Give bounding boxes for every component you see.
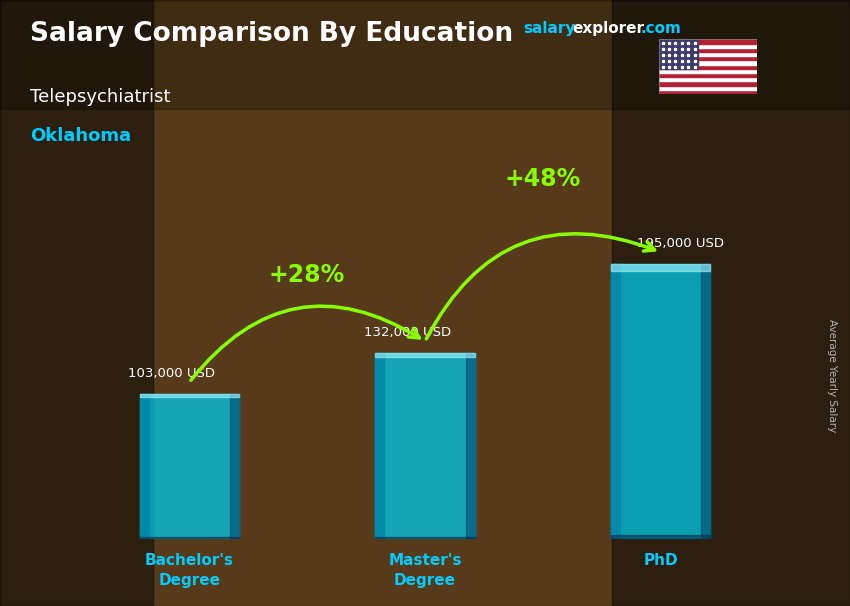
- Bar: [611, 264, 711, 539]
- Bar: [659, 90, 756, 94]
- Bar: [659, 39, 756, 44]
- Bar: [659, 73, 756, 77]
- Text: salary: salary: [523, 21, 575, 36]
- Bar: [376, 353, 474, 539]
- Bar: [659, 61, 756, 65]
- Bar: [139, 394, 239, 398]
- Bar: [659, 48, 756, 52]
- Text: Salary Comparison By Education: Salary Comparison By Education: [30, 21, 513, 47]
- Bar: [139, 537, 239, 539]
- Bar: [376, 353, 474, 358]
- Bar: [659, 68, 756, 73]
- Text: 195,000 USD: 195,000 USD: [638, 236, 724, 250]
- Bar: [611, 535, 711, 539]
- Text: Telepsychiatrist: Telepsychiatrist: [30, 88, 170, 106]
- Text: 103,000 USD: 103,000 USD: [128, 367, 215, 380]
- Bar: [139, 394, 239, 539]
- Text: .com: .com: [641, 21, 682, 36]
- Bar: [659, 56, 756, 61]
- Bar: [659, 77, 756, 81]
- Bar: [659, 81, 756, 85]
- Text: +48%: +48%: [505, 167, 581, 191]
- Text: 132,000 USD: 132,000 USD: [364, 325, 451, 339]
- Text: explorer: explorer: [572, 21, 644, 36]
- Bar: [659, 52, 756, 56]
- Bar: [139, 394, 149, 539]
- Text: +28%: +28%: [269, 263, 345, 287]
- Bar: [701, 264, 711, 539]
- Bar: [659, 85, 756, 90]
- Bar: [659, 39, 698, 68]
- Bar: [376, 353, 384, 539]
- Bar: [611, 264, 711, 270]
- Bar: [466, 353, 474, 539]
- Bar: [659, 44, 756, 48]
- Bar: [230, 394, 239, 539]
- Text: Average Yearly Salary: Average Yearly Salary: [827, 319, 837, 432]
- Bar: [611, 264, 620, 539]
- Bar: [376, 536, 474, 539]
- Bar: [659, 65, 756, 68]
- Text: Oklahoma: Oklahoma: [30, 127, 131, 145]
